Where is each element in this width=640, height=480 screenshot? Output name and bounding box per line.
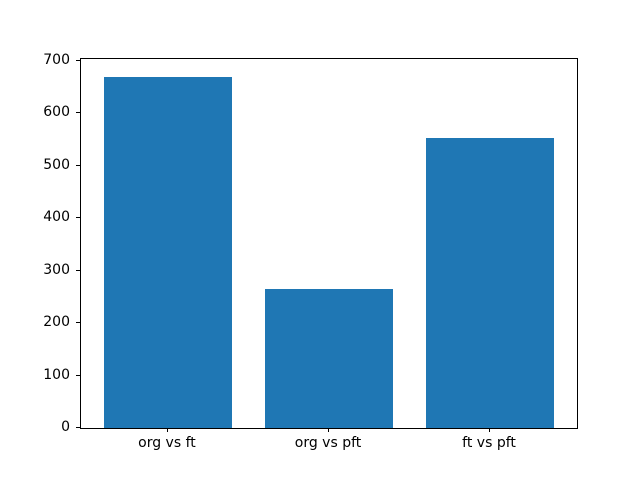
x-tick-mark [489, 428, 491, 432]
y-tick-label: 500 [43, 156, 70, 173]
y-tick-mark [76, 427, 80, 428]
y-tick-mark [76, 374, 80, 376]
y-tick-label: 700 [43, 51, 70, 68]
y-tick-mark [76, 112, 80, 114]
bar-org-vs-ft [103, 76, 233, 428]
y-tick-mark [76, 269, 80, 271]
bar-ft-vs-pft [425, 138, 555, 428]
x-tick-mark [328, 428, 329, 432]
bar-org-vs-pft [264, 289, 394, 428]
y-tick-label: 100 [43, 366, 70, 383]
x-tick-mark [166, 428, 168, 432]
x-tick-label: ft vs pft [462, 435, 516, 451]
y-tick-label: 300 [43, 261, 70, 278]
x-tick-label: org vs ft [138, 435, 196, 451]
plot-area [80, 58, 578, 429]
y-tick-mark [76, 322, 80, 324]
y-tick-label: 200 [43, 314, 70, 331]
y-tick-mark [76, 217, 80, 219]
x-tick-label: org vs pft [294, 435, 362, 451]
y-tick-mark [76, 164, 80, 166]
y-tick-label: 400 [43, 209, 70, 226]
y-tick-mark [76, 59, 80, 61]
y-tick-label: 600 [43, 104, 70, 121]
y-tick-label: 0 [61, 419, 70, 435]
